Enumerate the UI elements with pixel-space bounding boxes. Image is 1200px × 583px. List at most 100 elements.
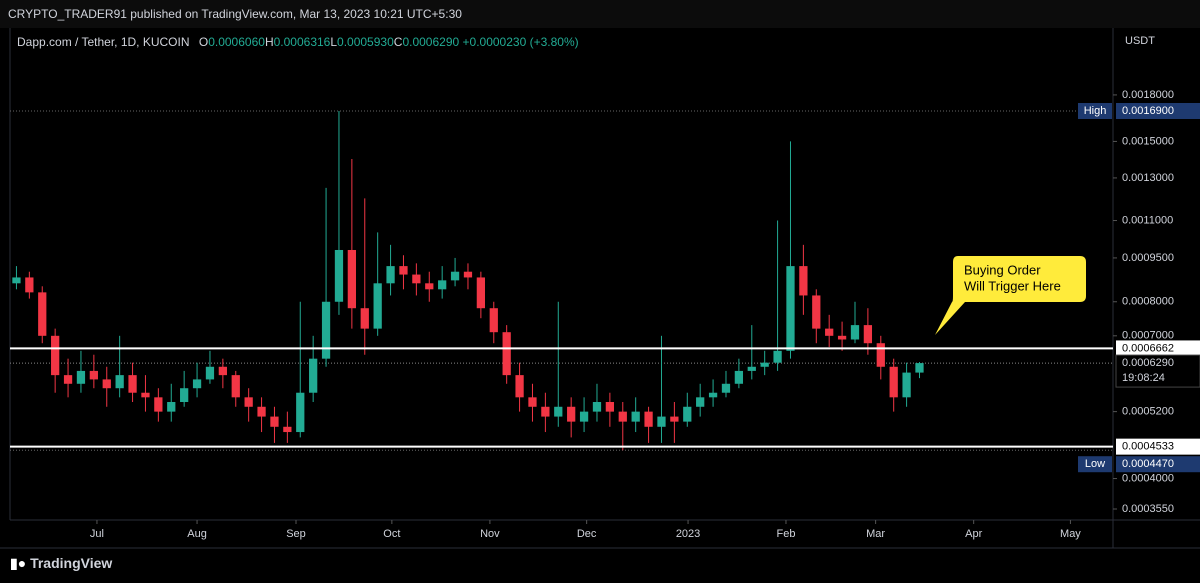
extreme-name: Low bbox=[1085, 458, 1105, 470]
x-tick-label: Aug bbox=[187, 528, 207, 540]
x-tick-label: May bbox=[1060, 528, 1081, 540]
candle-body bbox=[180, 388, 189, 403]
candle-body bbox=[747, 366, 756, 371]
ohlc-value: 0.0006290 bbox=[402, 35, 460, 49]
level-label: 0.0006662 bbox=[1122, 342, 1174, 354]
candle-body bbox=[476, 277, 485, 309]
candle-body bbox=[205, 366, 215, 380]
x-tick-label: Dec bbox=[577, 528, 597, 540]
candle-body bbox=[102, 379, 111, 389]
candle-body bbox=[489, 308, 498, 333]
candle-body bbox=[270, 416, 279, 427]
last-price-label: 0.0006290 bbox=[1122, 357, 1174, 369]
candle-body bbox=[618, 411, 627, 422]
candle-body bbox=[734, 370, 744, 384]
x-tick-label: Apr bbox=[965, 528, 982, 540]
ohlc-key: O bbox=[198, 35, 209, 49]
axis-unit: USDT bbox=[1125, 35, 1155, 47]
callout-text: Will Trigger Here bbox=[964, 278, 1061, 293]
ohlc: O0.0006060H0.0006316L0.0005930C0.0006290 bbox=[199, 35, 459, 49]
publish-bar: CRYPTO_TRADER91 published on TradingView… bbox=[0, 0, 1200, 28]
candle-body bbox=[38, 292, 47, 336]
extreme-box bbox=[1116, 456, 1200, 473]
candle-body bbox=[25, 277, 34, 293]
candle-body bbox=[554, 406, 563, 417]
candle-body bbox=[696, 397, 705, 407]
candle-body bbox=[244, 397, 253, 407]
candle-body bbox=[128, 375, 137, 393]
level-label: 0.0004533 bbox=[1122, 441, 1174, 453]
candle-body bbox=[515, 375, 524, 398]
last-price-box bbox=[1115, 354, 1200, 388]
candle-body bbox=[154, 397, 163, 412]
candle-body bbox=[773, 350, 782, 363]
candle-body bbox=[760, 362, 769, 367]
candle-body bbox=[373, 283, 382, 329]
candle-body bbox=[708, 392, 718, 398]
extreme-label: 0.0004470 bbox=[1122, 458, 1174, 470]
candle-body bbox=[902, 372, 911, 398]
candle-body bbox=[683, 406, 692, 422]
y-tick-label: 0.0003550 bbox=[1122, 503, 1174, 515]
y-tick-label: 0.0018000 bbox=[1122, 89, 1174, 101]
candle-body bbox=[192, 379, 202, 389]
candle-body bbox=[296, 392, 305, 433]
x-tick-label: 2023 bbox=[676, 528, 700, 540]
brand: ▮● TradingView bbox=[10, 555, 113, 571]
candle-body bbox=[283, 426, 292, 433]
candle-body bbox=[528, 397, 537, 407]
countdown: 19:08:24 bbox=[1122, 372, 1165, 384]
candle-body bbox=[825, 328, 834, 336]
candle-body bbox=[399, 266, 408, 275]
y-tick-label: 0.0009500 bbox=[1122, 252, 1174, 264]
x-tick-label: Sep bbox=[286, 528, 306, 540]
candle-body bbox=[605, 402, 615, 412]
candle-body bbox=[837, 335, 847, 340]
candle-body bbox=[657, 416, 666, 427]
level-box bbox=[1116, 438, 1200, 455]
candle-body bbox=[502, 332, 511, 376]
candle-body bbox=[876, 343, 885, 367]
candle-body bbox=[592, 402, 602, 412]
candle-body bbox=[347, 249, 356, 309]
candle-body bbox=[141, 392, 150, 398]
callout-bubble bbox=[935, 256, 1086, 335]
extreme-name-box bbox=[1078, 456, 1112, 473]
candle-body bbox=[334, 249, 344, 302]
x-tick-label: Mar bbox=[866, 528, 885, 540]
candle-body bbox=[644, 411, 653, 427]
ohlc-key: H bbox=[264, 35, 274, 49]
candle-body bbox=[463, 271, 473, 278]
candle-body bbox=[309, 358, 318, 393]
ohlc-key: C bbox=[393, 35, 403, 49]
y-tick-label: 0.0013000 bbox=[1122, 172, 1174, 184]
candle-body bbox=[257, 406, 266, 417]
candle-body bbox=[51, 335, 60, 376]
candle-body bbox=[438, 280, 447, 290]
y-tick-label: 0.0004000 bbox=[1122, 472, 1174, 484]
ohlc-key: L bbox=[330, 35, 338, 49]
symbol-legend: Dapp.com / Tether, 1D, KUCOIN O0.0006060… bbox=[17, 35, 579, 49]
candle-body bbox=[631, 411, 640, 422]
candle-body bbox=[450, 271, 460, 281]
candle-body bbox=[863, 325, 873, 344]
candle-body bbox=[231, 375, 240, 398]
candle-body bbox=[425, 283, 434, 290]
candle-body bbox=[63, 375, 73, 384]
extreme-name-box bbox=[1078, 103, 1112, 120]
candle-body bbox=[812, 295, 821, 329]
candle-body bbox=[799, 266, 808, 296]
x-tick-label: Feb bbox=[776, 528, 795, 540]
candle-body bbox=[167, 402, 176, 412]
y-tick-label: 0.0005200 bbox=[1122, 406, 1174, 418]
candle-body bbox=[360, 308, 369, 329]
symbol: Dapp.com / Tether, 1D, KUCOIN bbox=[17, 35, 190, 49]
extreme-label: 0.0016900 bbox=[1122, 105, 1174, 117]
callout-text: Buying Order bbox=[964, 262, 1041, 277]
brand-text: TradingView bbox=[30, 555, 113, 571]
y-tick-label: 0.0015000 bbox=[1122, 135, 1174, 147]
candle-body bbox=[786, 266, 795, 351]
candle-body bbox=[567, 406, 576, 422]
ohlc-value: 0.0005930 bbox=[337, 35, 394, 49]
